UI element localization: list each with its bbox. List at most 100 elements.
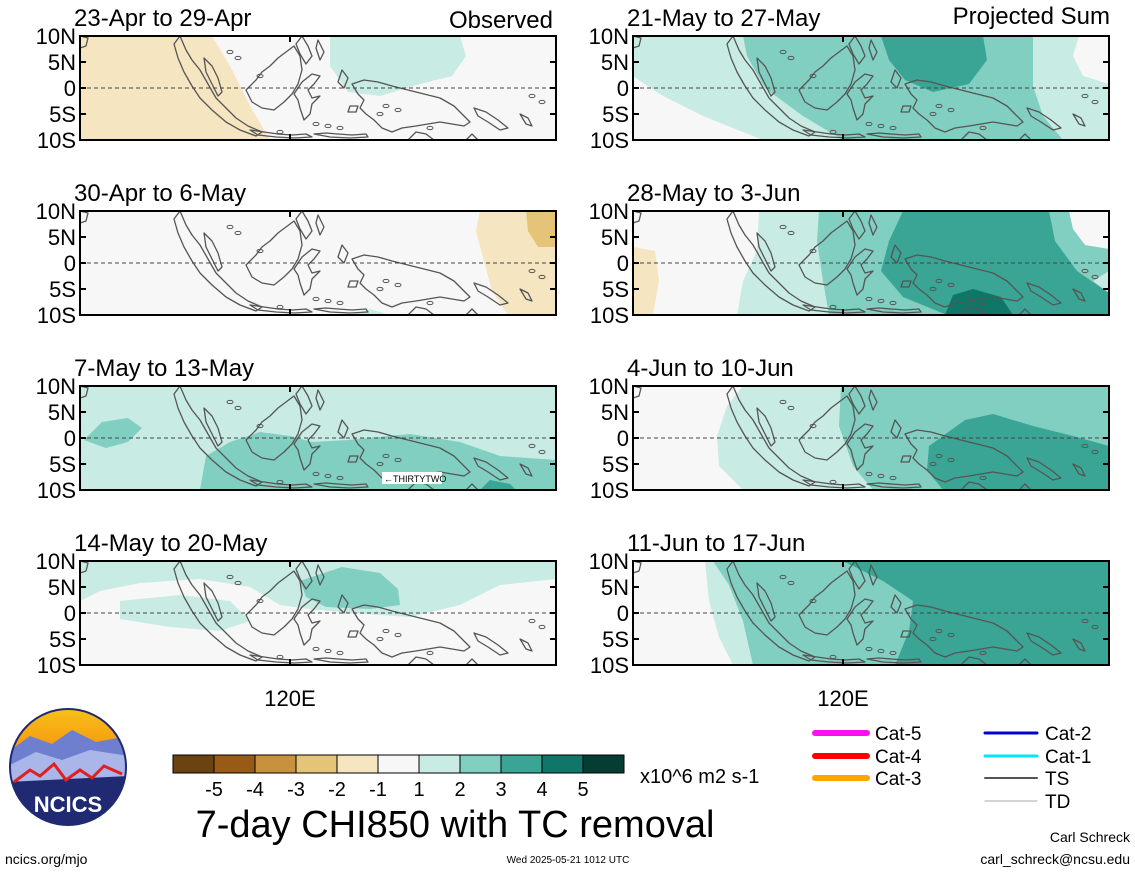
footer-timestamp: Wed 2025-05-21 1012 UTC (507, 855, 630, 866)
island (877, 298, 885, 304)
colorbar-tick-label: -3 (287, 779, 305, 801)
island (979, 650, 987, 656)
island (324, 298, 332, 304)
lat-tick-label: 0 (617, 601, 629, 626)
lat-tick-label: 0 (617, 426, 629, 451)
lat-tick-label: 10N (589, 374, 629, 399)
island (979, 300, 987, 306)
island (979, 475, 987, 481)
island (226, 224, 234, 230)
lat-tick-label: 10S (590, 128, 629, 153)
island (394, 282, 402, 288)
island (947, 107, 955, 113)
lat-tick-label: 5S (602, 452, 629, 477)
island (809, 598, 817, 604)
island (787, 55, 795, 61)
island (889, 650, 897, 656)
island (929, 461, 937, 467)
island (276, 479, 284, 485)
island (809, 73, 817, 79)
island (929, 286, 937, 292)
island (538, 449, 546, 455)
island (779, 574, 787, 580)
island (1091, 99, 1099, 105)
island (276, 304, 284, 310)
anomaly-contour (350, 309, 390, 315)
lat-tick-label: 10N (36, 24, 76, 49)
lat-tick-label: 5N (601, 225, 629, 250)
panel-period-title: 21-May to 27-May (627, 5, 820, 32)
panel-period-title: 30-Apr to 6-May (74, 180, 246, 207)
storm-label: ←THIRTYTWO (384, 474, 446, 484)
lat-tick-label: 5S (49, 452, 76, 477)
tc-legend-label: TS (1045, 769, 1069, 790)
island (234, 55, 242, 61)
anomaly-contour (300, 567, 400, 609)
colorbar-tick-label: 5 (577, 779, 588, 801)
island (809, 423, 817, 429)
island (376, 636, 384, 642)
island (376, 286, 384, 292)
panel-period-title: 28-May to 3-Jun (627, 180, 800, 207)
island (256, 73, 264, 79)
island (382, 453, 390, 459)
island (877, 648, 885, 654)
lat-tick-label: 10S (590, 303, 629, 328)
colorbar-swatch (336, 754, 379, 774)
anomaly-contour (84, 418, 142, 448)
island (779, 399, 787, 405)
lat-tick-label: 5N (601, 400, 629, 425)
lat-tick-label: 5N (601, 575, 629, 600)
island (935, 453, 943, 459)
storm-label-bg (382, 472, 442, 484)
island (382, 278, 390, 284)
anomaly-contour (945, 289, 1013, 315)
island (324, 123, 332, 129)
logo-line (13, 761, 123, 784)
logo-text: NCICS (34, 792, 102, 817)
lat-tick-label: 10S (590, 478, 629, 503)
island (336, 300, 344, 306)
island (935, 103, 943, 109)
panel-period-title: 23-Apr to 29-Apr (74, 5, 251, 32)
lat-tick-label: 10N (589, 549, 629, 574)
island (1081, 93, 1089, 99)
island (865, 646, 873, 652)
lat-tick-label: 0 (617, 251, 629, 276)
anomaly-contour (1069, 211, 1109, 249)
lat-tick-label: 0 (64, 251, 76, 276)
lat-tick-label: 5N (48, 50, 76, 75)
island (935, 278, 943, 284)
lat-tick-label: 0 (64, 426, 76, 451)
anomaly-contour (526, 211, 556, 247)
colorbar-tick-label: 3 (495, 779, 506, 801)
island (889, 125, 897, 131)
island (1081, 443, 1089, 449)
anomaly-contour (633, 76, 763, 140)
lat-tick-label: 5S (49, 102, 76, 127)
colorbar-tick-label: -4 (246, 779, 264, 801)
island (1081, 268, 1089, 274)
lat-tick-label: 10S (37, 128, 76, 153)
colorbar-swatch (582, 754, 625, 774)
column-label-observed: Observed (449, 7, 553, 34)
island (538, 274, 546, 280)
island (394, 107, 402, 113)
lat-tick-label: 0 (64, 76, 76, 101)
lon-label: 120E (817, 686, 868, 711)
island (877, 123, 885, 129)
island (947, 632, 955, 638)
lat-tick-label: 5S (602, 277, 629, 302)
anomaly-contour (927, 414, 1109, 490)
colorbar-swatch (172, 754, 215, 774)
island (829, 479, 837, 485)
anomaly-contour (881, 36, 987, 92)
